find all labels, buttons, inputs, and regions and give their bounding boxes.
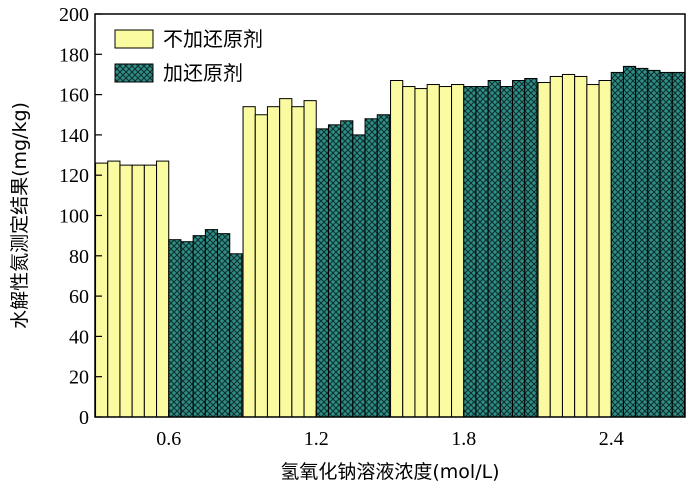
y-tick-label: 20 bbox=[69, 367, 89, 389]
bar-no-reductant bbox=[279, 98, 293, 418]
bar-with-reductant bbox=[647, 69, 661, 418]
y-tick-label: 140 bbox=[59, 125, 89, 147]
bar-with-reductant bbox=[364, 118, 378, 418]
bar-with-reductant bbox=[217, 233, 231, 418]
bar-with-reductant bbox=[512, 79, 526, 418]
x-axis-label: 氢氧化钠溶液浓度(mol/L) bbox=[280, 461, 499, 483]
bar-with-reductant bbox=[168, 239, 182, 418]
bar-with-reductant bbox=[229, 253, 243, 418]
bar-no-reductant bbox=[156, 160, 170, 418]
y-tick-label: 60 bbox=[69, 286, 89, 308]
x-tick-label: 1.8 bbox=[451, 428, 476, 450]
bar-with-reductant bbox=[622, 65, 637, 418]
bar-with-reductant bbox=[475, 86, 489, 418]
bar-no-reductant bbox=[291, 106, 305, 418]
y-tick-label: 0 bbox=[79, 407, 89, 429]
y-tick-label: 40 bbox=[69, 326, 89, 348]
bar-no-reductant bbox=[561, 73, 576, 418]
bar-with-reductant bbox=[376, 114, 390, 418]
legend-label: 加还原剂 bbox=[163, 61, 243, 85]
y-tick-label: 160 bbox=[59, 85, 89, 107]
y-tick-label: 200 bbox=[59, 4, 89, 26]
bar-no-reductant bbox=[438, 86, 453, 418]
bar-with-reductant bbox=[610, 71, 624, 418]
legend-swatch bbox=[114, 63, 154, 83]
plot-frame bbox=[94, 13, 686, 418]
y-tick-label: 100 bbox=[59, 206, 89, 228]
bar-no-reductant bbox=[414, 88, 428, 418]
legend-swatch bbox=[114, 29, 154, 49]
y-axis-label: 水解性氮测定结果(mg/kg) bbox=[9, 102, 31, 329]
x-tick-label: 0.6 bbox=[156, 428, 181, 450]
bar-with-reductant bbox=[204, 229, 219, 418]
bar-no-reductant bbox=[119, 164, 133, 418]
y-tick-label: 180 bbox=[59, 44, 89, 66]
bar-no-reductant bbox=[303, 100, 317, 418]
x-tick-label: 2.4 bbox=[599, 428, 624, 450]
bar-no-reductant bbox=[586, 84, 600, 418]
bar-with-reductant bbox=[463, 86, 477, 418]
bar-no-reductant bbox=[95, 162, 109, 418]
x-axis-ticks: 0.6 1.2 1.8 2.4 bbox=[156, 410, 624, 450]
bar-with-reductant bbox=[327, 124, 342, 418]
bar-no-reductant bbox=[254, 114, 268, 418]
bar-no-reductant bbox=[451, 84, 465, 418]
legend-label: 不加还原剂 bbox=[163, 27, 263, 51]
bar-with-reductant bbox=[659, 71, 673, 418]
bar-no-reductant bbox=[266, 106, 281, 418]
bar-no-reductant bbox=[131, 164, 145, 418]
bar-no-reductant bbox=[598, 79, 612, 418]
bar-no-reductant bbox=[390, 79, 404, 418]
bar-with-reductant bbox=[524, 77, 538, 418]
y-axis-ticks: 0 20 40 60 80 100 120 140 160 180 200 bbox=[59, 4, 102, 429]
bars-group bbox=[95, 65, 685, 418]
bar-no-reductant bbox=[107, 160, 121, 418]
x-tick-label: 1.2 bbox=[304, 428, 329, 450]
bar-with-reductant bbox=[487, 79, 501, 418]
bar-no-reductant bbox=[537, 82, 551, 418]
y-tick-label: 120 bbox=[59, 165, 89, 187]
bar-with-reductant bbox=[315, 128, 329, 418]
bar-no-reductant bbox=[242, 106, 256, 418]
bar-no-reductant bbox=[143, 164, 158, 418]
y-tick-label: 80 bbox=[69, 246, 89, 268]
bar-with-reductant bbox=[180, 241, 194, 418]
bar-no-reductant bbox=[402, 86, 416, 418]
bar-no-reductant bbox=[549, 75, 563, 418]
bar-with-reductant bbox=[192, 235, 206, 418]
bar-no-reductant bbox=[426, 84, 440, 418]
bar-no-reductant bbox=[574, 75, 588, 418]
bar-with-reductant bbox=[499, 86, 514, 418]
bar-with-reductant bbox=[671, 71, 685, 418]
bar-with-reductant bbox=[352, 134, 366, 418]
bar-with-reductant bbox=[635, 67, 649, 418]
bar-with-reductant bbox=[340, 120, 354, 418]
